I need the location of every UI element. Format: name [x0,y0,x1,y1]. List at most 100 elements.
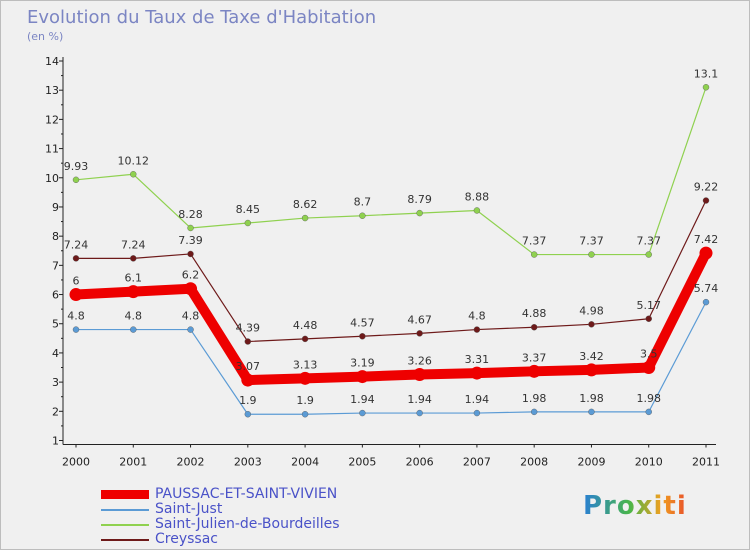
x-tick-label: 2011 [692,456,720,469]
y-tick-label: 14 [45,55,59,68]
data-point-creyssac [244,338,252,345]
chart-subtitle: (en %) [27,30,64,43]
data-point-saint-julien-de-bourdeilles [530,251,538,258]
data-point-saint-just [72,326,80,333]
data-point-creyssac [530,324,538,331]
data-point-saint-julien-de-bourdeilles [301,214,309,222]
data-point-paussac-et-saint-vivien [584,363,598,377]
legend-label: Saint-Julien-de-Bourdeilles [155,516,340,532]
data-point-saint-just [588,408,595,416]
data-point-saint-julien-de-bourdeilles [702,84,710,91]
data-label: 1.9 [296,394,314,407]
data-point-saint-just [416,409,423,417]
data-label: 7.37 [636,235,661,248]
data-labels: 6 6.1 6.2 3.07 3.13 3.19 3.26 3.31 3.37 3.42 3.5 7.… [64,67,719,407]
data-point-creyssac [72,255,80,262]
data-label: 3.31 [465,353,490,366]
series-line-paussac-et-saint-vivien [75,250,711,386]
x-tick-label: 2001 [119,456,147,469]
legend-swatch [101,490,149,499]
data-label: 3.07 [236,360,261,373]
data-label: 5.74 [694,282,719,295]
x-tick-label: 2000 [62,456,90,469]
x-tick-label: 2007 [463,456,491,469]
data-label: 3.13 [293,358,318,371]
x-tick-label: 2009 [577,456,605,469]
data-label: 8.45 [236,203,261,216]
x-tick-label: 2005 [348,456,376,469]
data-point-creyssac [702,197,710,204]
y-tick-label: 9 [52,201,59,214]
data-point-paussac-et-saint-vivien [642,361,656,375]
data-label: 7.37 [579,235,604,248]
data-label: 4.67 [407,313,432,326]
data-point-paussac-et-saint-vivien [355,370,369,384]
data-point-paussac-et-saint-vivien [184,282,198,296]
data-point-creyssac [301,335,309,343]
legend-swatch [101,539,149,541]
data-label: 4.39 [236,322,261,335]
data-point-creyssac [187,250,194,258]
series-line-creyssac [76,200,707,343]
y-tick-label: 4 [52,347,59,360]
data-label: 9.22 [694,181,719,194]
data-label: 7.42 [694,233,719,246]
data-point-saint-julien-de-bourdeilles [588,251,595,258]
y-tick-label: 2 [52,405,59,418]
data-point-paussac-et-saint-vivien [527,364,541,378]
data-point-saint-julien-de-bourdeilles [72,176,80,184]
data-label: 8.28 [178,208,203,221]
y-tick-label: 10 [45,172,59,185]
y-tick-label: 3 [52,376,59,389]
data-point-paussac-et-saint-vivien [699,246,713,260]
legend-label: PAUSSAC-ET-SAINT-VIVIEN [155,486,338,502]
data-label: 10.12 [118,154,150,167]
x-tick-label: 2008 [520,456,548,469]
data-label: 7.24 [121,238,146,251]
y-tick-label: 6 [52,289,59,302]
data-label: 3.5 [640,348,658,361]
legend-label: Creyssac [155,531,218,547]
data-label: 8.7 [354,196,372,209]
data-point-paussac-et-saint-vivien [241,373,255,387]
data-point-paussac-et-saint-vivien [69,288,83,302]
y-tick-label: 7 [52,259,59,272]
data-label: 1.98 [522,392,547,405]
data-point-saint-just [473,409,481,417]
data-label: 3.26 [407,355,432,368]
data-point-paussac-et-saint-vivien [413,368,427,382]
y-tick-label: 5 [52,318,59,331]
data-label: 8.88 [465,190,490,203]
data-label: 4.8 [125,310,143,323]
data-label: 7.39 [178,234,203,247]
data-point-saint-julien-de-bourdeilles [359,212,366,219]
series-line-saint-just [76,301,707,415]
data-point-saint-just [301,411,309,418]
y-tick-label: 8 [52,230,59,243]
data-point-saint-julien-de-bourdeilles [416,209,423,217]
data-point-paussac-et-saint-vivien [298,371,312,385]
data-label: 4.8 [468,310,486,323]
data-label: 4.8 [182,310,200,323]
data-point-saint-julien-de-bourdeilles [244,219,252,227]
data-point-saint-just [702,298,710,306]
data-point-saint-just [244,411,252,418]
data-point-saint-julien-de-bourdeilles [645,251,652,258]
data-point-saint-julien-de-bourdeilles [473,207,481,214]
y-tick-label: 12 [45,113,59,126]
series-layer [69,84,713,418]
legend-swatch [101,524,149,526]
data-point-creyssac [130,255,137,262]
data-label: 3.37 [522,351,547,364]
data-point-saint-just [530,408,538,416]
data-point-saint-just [130,326,137,333]
data-label: 4.57 [350,316,375,329]
data-point-saint-julien-de-bourdeilles [187,224,194,232]
x-tick-label: 2006 [406,456,434,469]
data-point-paussac-et-saint-vivien [470,366,484,380]
data-label: 3.19 [350,357,375,370]
data-label: 13.1 [694,67,719,80]
